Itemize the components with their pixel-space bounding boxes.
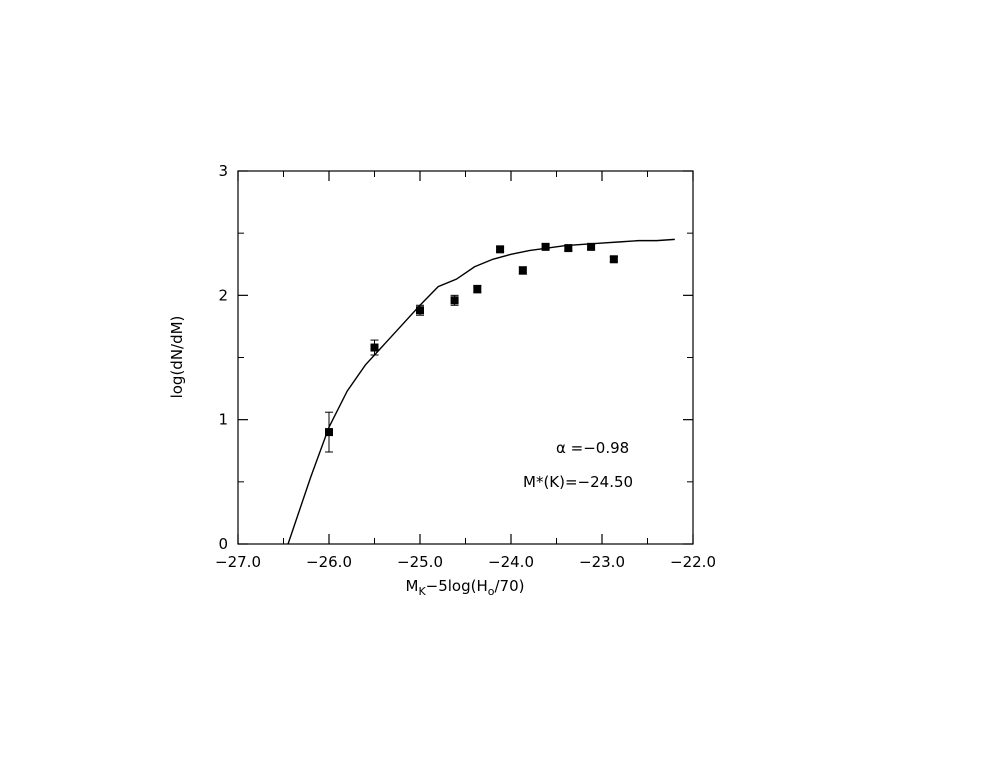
data-point (609, 255, 618, 264)
data-point (541, 242, 550, 251)
tick-labels: −27.0 −26.0 −25.0 −24.0 −23.0 −22.0 0 1 2 3 (215, 162, 716, 571)
data-point (587, 242, 596, 251)
data-point (473, 285, 482, 294)
data-point (496, 245, 505, 254)
x-tick-label: −27.0 (215, 553, 261, 571)
x-axis-label-end: /70) (495, 577, 525, 595)
y-axis-label: log(dN/dM) (168, 316, 186, 399)
data-point (416, 306, 424, 315)
data-point (450, 296, 459, 305)
x-axis-label-mid-sub: o (488, 585, 495, 598)
x-axis-label: MK−5log(Ho/70) (405, 577, 524, 598)
x-tick-label: −25.0 (397, 553, 443, 571)
x-tick-label: −26.0 (306, 553, 352, 571)
x-tick-label: −24.0 (488, 553, 534, 571)
axis-ticks (237, 170, 694, 545)
x-tick-label: −22.0 (670, 553, 716, 571)
data-point (370, 343, 379, 352)
annotation-mstar: M*(K)=−24.50 (523, 473, 633, 491)
fit-curve (287, 238, 675, 545)
data-point (325, 428, 333, 437)
x-axis-label-mid: −5log(H (426, 577, 488, 595)
data-points (325, 242, 618, 453)
y-tick-label: 3 (218, 162, 228, 180)
x-axis-label-main-sub: K (418, 585, 426, 598)
x-tick-label: −23.0 (579, 553, 625, 571)
annotation-alpha: α =−0.98 (556, 439, 629, 457)
data-point (564, 244, 573, 253)
y-tick-label: 2 (218, 286, 228, 304)
y-tick-label: 0 (218, 535, 228, 553)
y-tick-label: 1 (218, 411, 228, 429)
x-axis-label-main: M (405, 577, 418, 595)
data-point (518, 266, 527, 275)
